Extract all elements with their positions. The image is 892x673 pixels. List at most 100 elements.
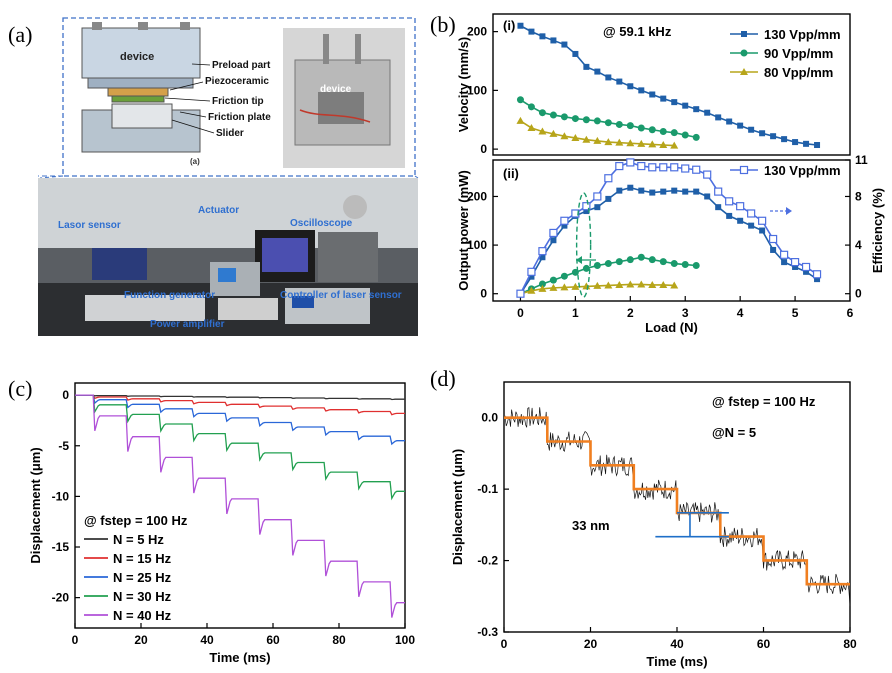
y-tick-label-c: -20 [52, 591, 70, 605]
data-point-b-ii-1 [648, 256, 656, 264]
data-point-b-ii-2 [549, 283, 558, 291]
data-point-b-ii-1 [604, 260, 612, 268]
data-point-b-ii-3 [801, 262, 811, 272]
data-point-b-i-2 [516, 116, 525, 124]
data-point-b-i-1 [560, 113, 568, 121]
y-tick-label-d: -0.2 [477, 554, 498, 568]
data-point-b-i-1 [516, 96, 524, 104]
series-b-ii-3 [516, 158, 822, 298]
x-tick-label-d: 80 [843, 637, 857, 651]
data-point-b-i-2 [626, 139, 635, 147]
series-b-ii-0 [517, 184, 821, 297]
data-point-b-ii-1 [692, 262, 700, 270]
x-tick-label-c: 40 [200, 633, 214, 647]
x-tick-label-d: 40 [670, 637, 684, 651]
data-point-b-ii-1 [582, 264, 590, 272]
device-photo: device [283, 28, 405, 168]
x-tick-label-b: 2 [627, 306, 634, 320]
data-point-b-ii-1 [549, 276, 557, 284]
y-tick-label-b-i: 0 [480, 142, 487, 156]
data-point-b-i-2 [615, 138, 624, 146]
data-point-b-i-0 [693, 106, 700, 113]
subplot-label-b-i: (i) [503, 18, 515, 33]
x-tick-label-d: 0 [501, 637, 508, 651]
panel-letter-d: (d) [430, 366, 456, 391]
data-point-b-i-0 [781, 136, 788, 143]
data-point-b-i-1 [681, 131, 689, 139]
data-point-b-i-2 [571, 133, 580, 141]
x-tick-label-d: 20 [584, 637, 598, 651]
data-point-b-ii-3 [604, 174, 613, 183]
x-axis-label-b: Load (N) [645, 320, 698, 335]
legend-label-b-i-2: 80 Vpp/mm [764, 65, 833, 80]
data-point-b-ii-3 [670, 163, 679, 172]
data-point-b-i-0 [814, 142, 821, 149]
data-point-b-ii-0 [748, 222, 755, 229]
data-point-b-ii-2 [659, 280, 668, 288]
data-point-b-ii-3 [703, 170, 712, 179]
svg-text:device: device [320, 84, 352, 95]
series-line-b-i-0 [520, 25, 818, 146]
data-point-b-i-0 [627, 83, 634, 90]
data-point-b-ii-3 [725, 197, 734, 206]
data-point-b-ii-3 [779, 250, 789, 259]
data-point-b-ii-0 [781, 259, 788, 266]
data-point-b-ii-2 [527, 286, 536, 294]
data-point-b-i-1 [637, 124, 645, 132]
data-point-b-i-1 [692, 133, 700, 141]
data-point-b-ii-0 [605, 195, 612, 202]
inset-caption: (a) [190, 157, 200, 166]
data-point-b-ii-1 [626, 256, 634, 264]
label-actuator: Actuator [198, 205, 239, 216]
data-point-b-ii-3 [582, 202, 591, 211]
annotation-d-2: @N = 5 [712, 425, 756, 440]
label-power-amplifier: Power amplifier [150, 319, 225, 330]
label-piezo: Piezoceramic [205, 76, 269, 87]
data-point-b-i-1 [582, 116, 590, 124]
data-point-b-ii-0 [737, 217, 744, 224]
y-axis-label-d: Displacement (μm) [450, 449, 465, 565]
plot-frame-c [74, 382, 406, 629]
legend-label-b-i-0: 130 Vpp/mm [764, 27, 841, 42]
data-point-b-ii-3 [648, 163, 657, 172]
data-point-b-ii-2 [615, 280, 624, 288]
legend-label-c-2: N = 25 Hz [113, 570, 172, 585]
data-point-b-ii-2 [582, 282, 591, 290]
data-point-b-ii-0 [649, 189, 656, 196]
data-point-b-ii-3 [637, 161, 646, 171]
data-point-b-i-2 [593, 136, 602, 144]
data-point-b-ii-3 [593, 192, 602, 201]
data-point-b-i-0 [605, 74, 612, 81]
y-axis-label-b-ii: Output power (mW) [456, 170, 471, 291]
data-point-b-ii-0 [715, 204, 722, 211]
data-point-b-i-0 [704, 109, 711, 116]
legend-label-b-i-1: 90 Vpp/mm [764, 46, 833, 61]
data-point-b-ii-3 [516, 289, 525, 298]
data-point-b-i-1 [571, 115, 579, 123]
y-tick-label-b-i: 200 [467, 25, 487, 39]
data-point-b-ii-3 [790, 258, 800, 267]
label-friction-tip: Friction tip [212, 96, 264, 107]
legend-marker-b-i-1 [740, 49, 748, 57]
data-point-b-i-1 [549, 111, 557, 119]
data-point-b-ii-2 [593, 281, 602, 289]
data-point-b-ii-3 [615, 161, 624, 171]
data-point-b-ii-0 [528, 273, 535, 280]
y2-axis-label-b-ii: Efficiency (%) [870, 188, 885, 273]
data-point-b-ii-1 [560, 272, 568, 280]
legend-marker-b-i-0 [741, 31, 747, 37]
x-axis-label-d: Time (ms) [646, 654, 707, 669]
data-point-b-ii-2 [648, 280, 657, 288]
data-point-b-ii-1 [615, 258, 623, 266]
data-point-b-ii-3 [692, 165, 701, 174]
data-point-b-i-2 [637, 139, 646, 147]
series-line-c-4 [75, 394, 405, 618]
data-point-b-ii-0 [550, 237, 557, 244]
data-point-b-ii-0 [539, 254, 546, 261]
x-axis-label-c: Time (ms) [209, 650, 270, 665]
data-point-b-ii-3 [769, 234, 778, 244]
legend-marker-b-i-2 [740, 68, 748, 75]
legend-label-c-1: N = 15 Hz [113, 551, 172, 566]
